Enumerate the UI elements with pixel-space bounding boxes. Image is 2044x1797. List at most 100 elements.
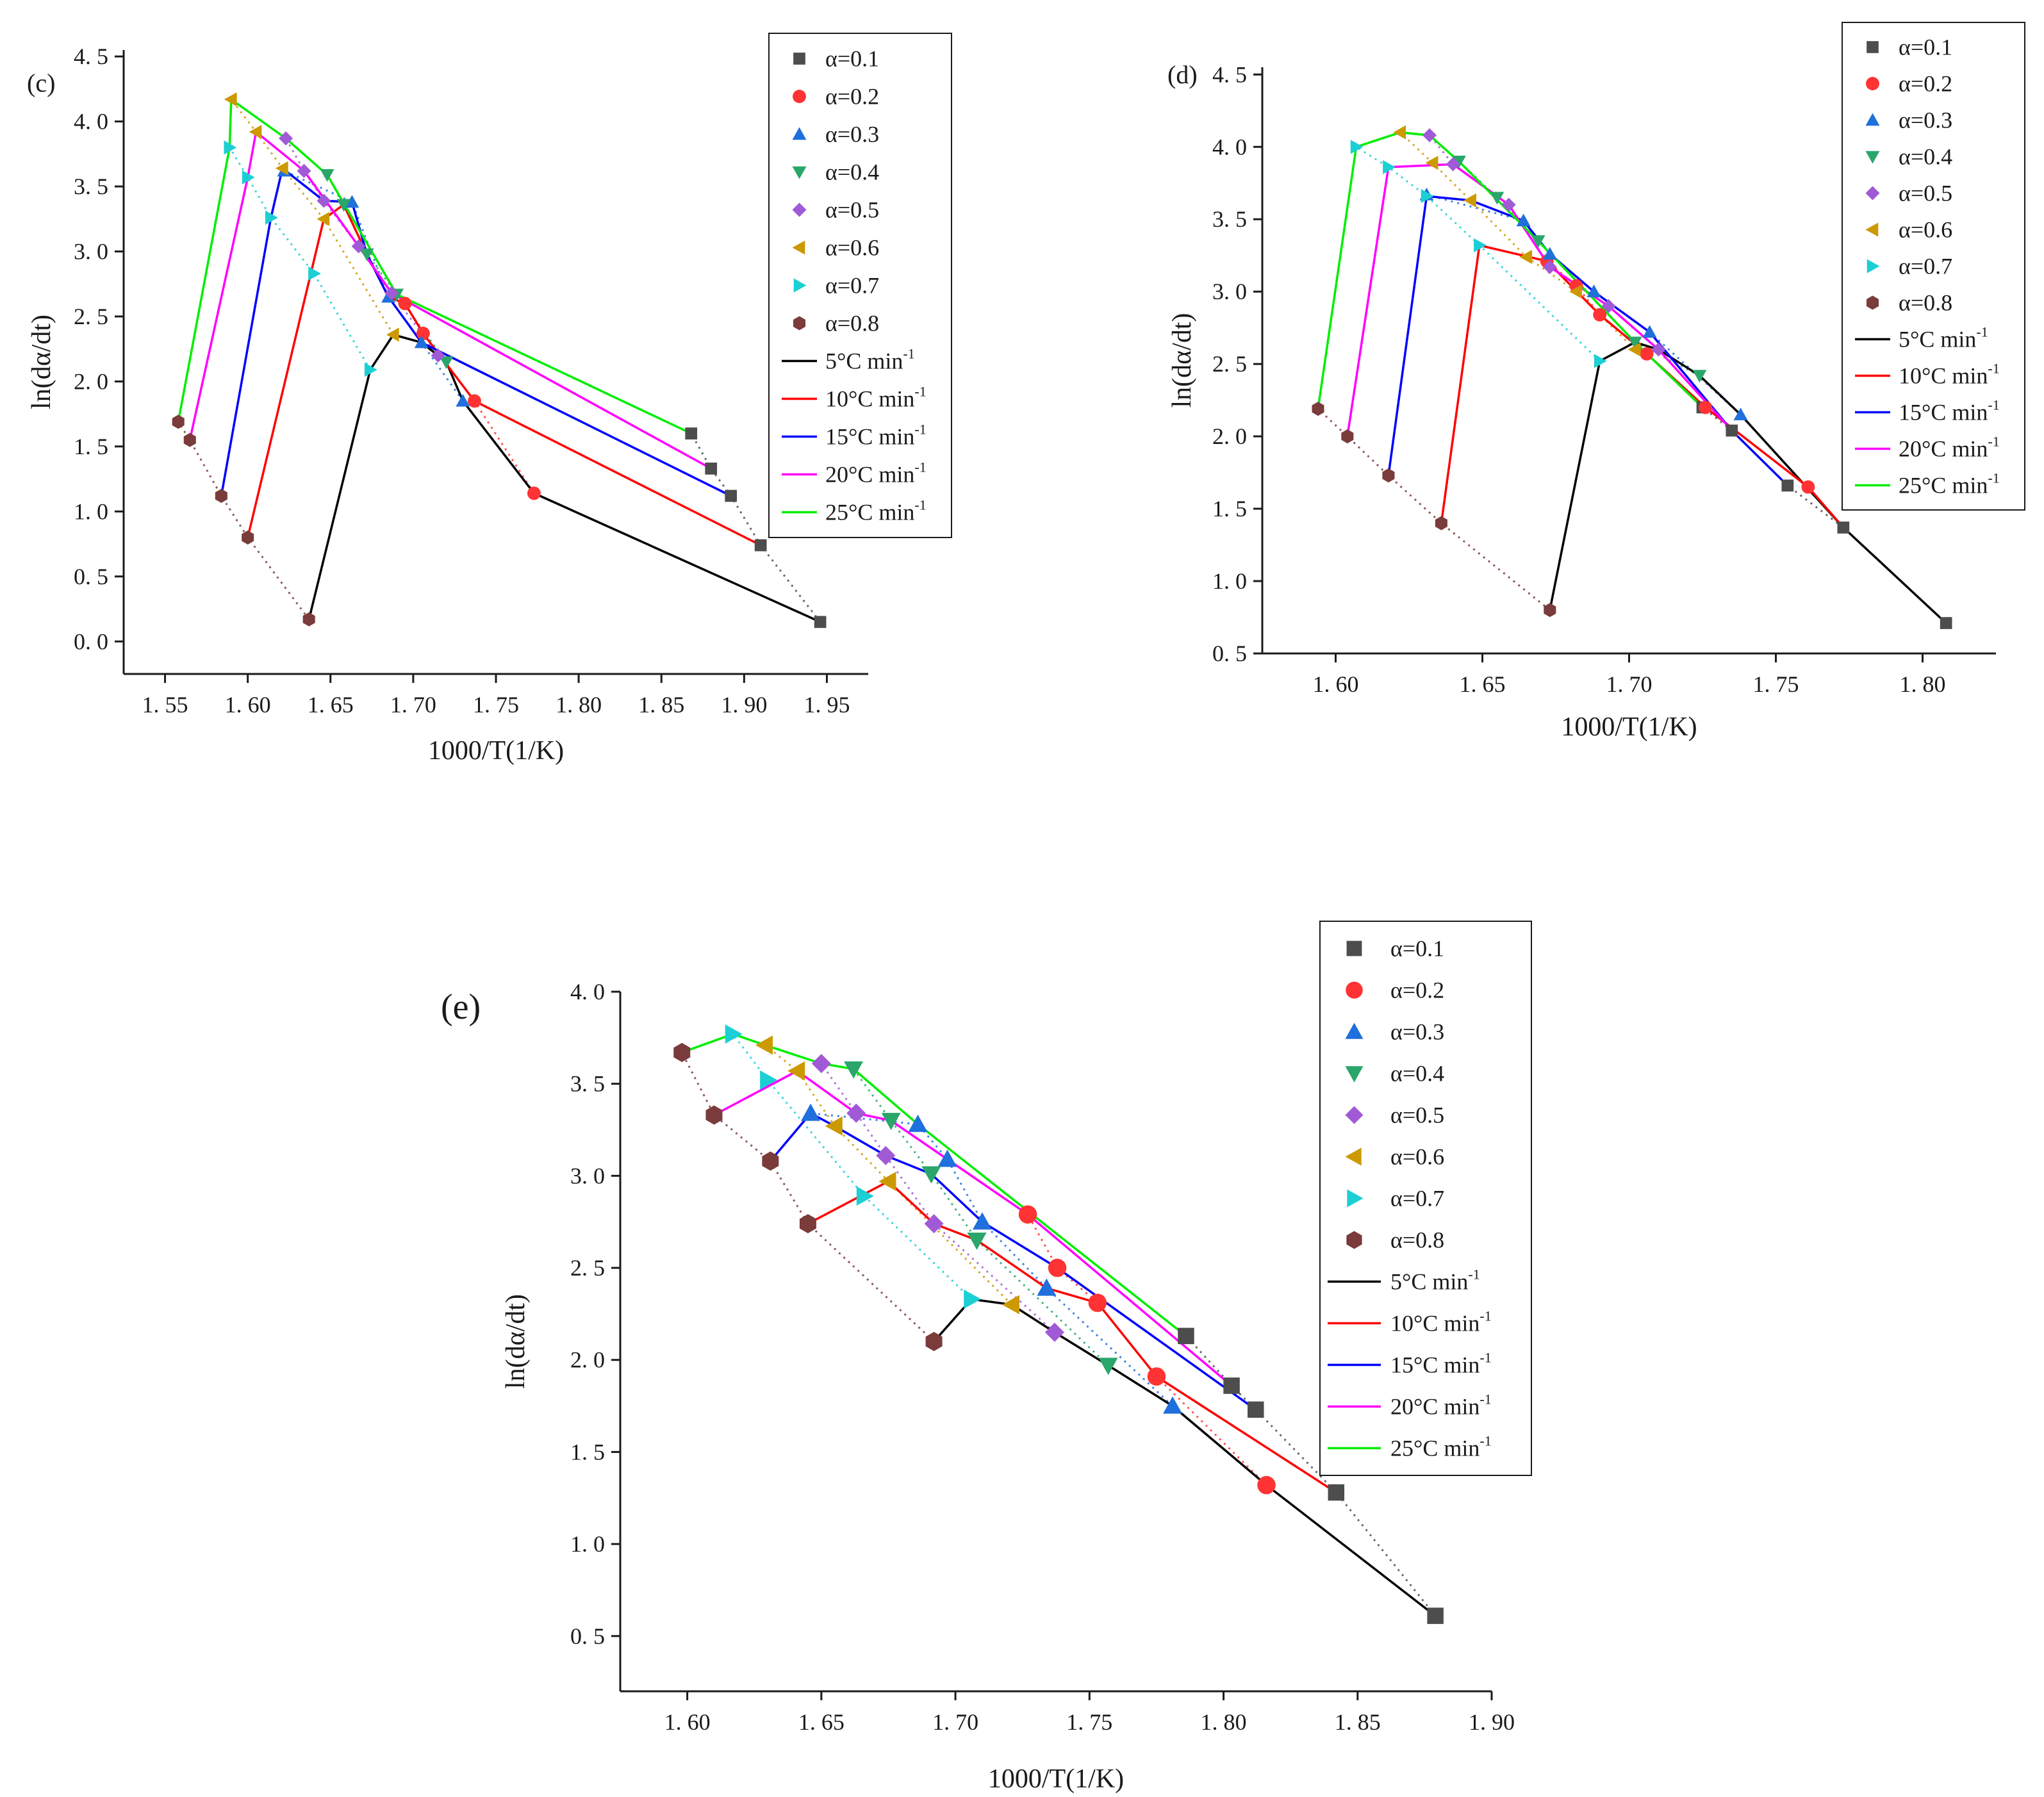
legend-label: 10°C min-1 [1899, 361, 2000, 389]
data-point [1628, 336, 1642, 350]
legend-marker [792, 127, 807, 140]
data-point [1542, 247, 1557, 260]
data-point [1699, 400, 1713, 414]
legend-marker [1346, 940, 1362, 956]
x-tick-label: 1. 80 [556, 692, 602, 718]
data-point [787, 1061, 805, 1081]
legend-label: α=0.1 [1899, 35, 1952, 60]
data-point [431, 348, 445, 363]
legend-label: α=0.4 [825, 160, 879, 185]
data-point [1642, 325, 1657, 338]
y-tick-label: 4. 5 [1212, 62, 1247, 87]
x-tick-label: 1. 75 [473, 692, 519, 718]
legend-marker [1345, 1022, 1364, 1039]
iso-conversion-line [1026, 1213, 1267, 1486]
data-point [1628, 342, 1641, 357]
data-point [1542, 259, 1557, 274]
x-tick-label: 1. 70 [932, 1709, 978, 1735]
data-point [1451, 156, 1466, 168]
y-tick-label: 4. 0 [74, 109, 108, 135]
legend-marker [1345, 1147, 1362, 1166]
legend-label: 25°C min-1 [1899, 470, 2000, 498]
data-point [279, 131, 293, 145]
data-point [844, 1061, 864, 1079]
series-line-25c-min [681, 1033, 1187, 1337]
legend-marker [1865, 151, 1880, 164]
y-axis-title: ln(dα/dt) [27, 315, 56, 409]
data-point [1516, 213, 1531, 227]
data-point [1421, 189, 1434, 204]
legend-label: α=0.5 [1899, 181, 1952, 206]
data-point [755, 1035, 773, 1055]
data-point [964, 1289, 982, 1309]
data-point [1490, 192, 1504, 205]
data-point [1587, 284, 1601, 297]
data-point [224, 140, 237, 155]
legend-label: α=0.7 [1390, 1186, 1444, 1211]
legend-marker [1345, 1106, 1364, 1124]
data-point [1640, 347, 1654, 361]
data-point [876, 1145, 896, 1165]
data-point [705, 463, 718, 475]
y-tick-label: 3. 5 [570, 1071, 605, 1097]
data-point [439, 356, 454, 369]
legend-marker [1867, 259, 1880, 274]
legend-label: α=0.6 [1899, 217, 1952, 243]
y-tick-label: 0. 5 [74, 564, 108, 589]
data-point [725, 489, 738, 502]
data-point [1435, 516, 1447, 530]
series-line-20c-min [1346, 163, 1733, 437]
data-point [1726, 424, 1738, 437]
iso-conversion-line [1426, 193, 1742, 416]
y-tick-label: 1. 0 [1212, 568, 1247, 594]
data-point [1037, 1278, 1057, 1296]
x-tick-label: 1. 95 [804, 692, 850, 718]
legend-label: α=0.2 [825, 84, 879, 110]
x-axis-title: 1000/T(1/K) [1561, 712, 1697, 742]
legend-label: 15°C min-1 [825, 422, 927, 450]
y-tick-label: 2. 0 [570, 1347, 605, 1373]
y-tick-label: 0. 5 [1212, 641, 1247, 666]
series-line-10c-min [246, 202, 761, 546]
x-axis-title: 1000/T(1/K) [988, 1764, 1124, 1794]
legend-label: α=0.3 [1390, 1019, 1444, 1045]
x-tick-label: 1. 85 [638, 692, 684, 718]
series-line-25c-min [1317, 131, 1704, 409]
series-line-10c-min [807, 1179, 1337, 1494]
y-tick-label: 3. 0 [74, 239, 108, 265]
data-point [1382, 468, 1395, 483]
legend-marker [1346, 1231, 1362, 1249]
legend-label: α=0.6 [825, 235, 879, 261]
data-point [921, 1166, 941, 1184]
y-tick-label: 3. 0 [570, 1163, 605, 1188]
data-point [1501, 197, 1516, 212]
series-line-20c-min [188, 129, 712, 470]
data-point [467, 394, 481, 408]
y-tick-label: 1. 0 [570, 1531, 605, 1557]
data-point [1463, 193, 1476, 208]
series-line-10c-min [1440, 243, 1845, 529]
y-tick-label: 2. 0 [74, 368, 108, 394]
legend-marker [1865, 113, 1880, 126]
x-tick-label: 1. 80 [1900, 671, 1946, 697]
legend-marker [793, 90, 806, 103]
data-point [937, 1149, 957, 1167]
legend-label: α=0.4 [1899, 144, 1952, 170]
iso-conversion-line [1399, 131, 1636, 350]
y-tick-label: 1. 0 [74, 498, 108, 524]
data-point [856, 1186, 874, 1206]
panel-label: (e) [441, 987, 481, 1027]
legend-label: α=0.2 [1390, 978, 1444, 1003]
y-axis-title: ln(dα/dt) [1167, 313, 1197, 408]
data-point [1544, 603, 1556, 618]
legend-marker [1866, 77, 1879, 90]
data-point [242, 530, 254, 545]
data-point [881, 1113, 901, 1131]
data-point [1446, 157, 1460, 172]
data-point [1425, 156, 1438, 170]
y-tick-label: 4. 0 [570, 979, 605, 1005]
legend-label: α=0.7 [1899, 254, 1952, 279]
data-point [762, 1151, 779, 1171]
panel-label: (d) [1167, 60, 1198, 89]
data-point [297, 163, 311, 178]
